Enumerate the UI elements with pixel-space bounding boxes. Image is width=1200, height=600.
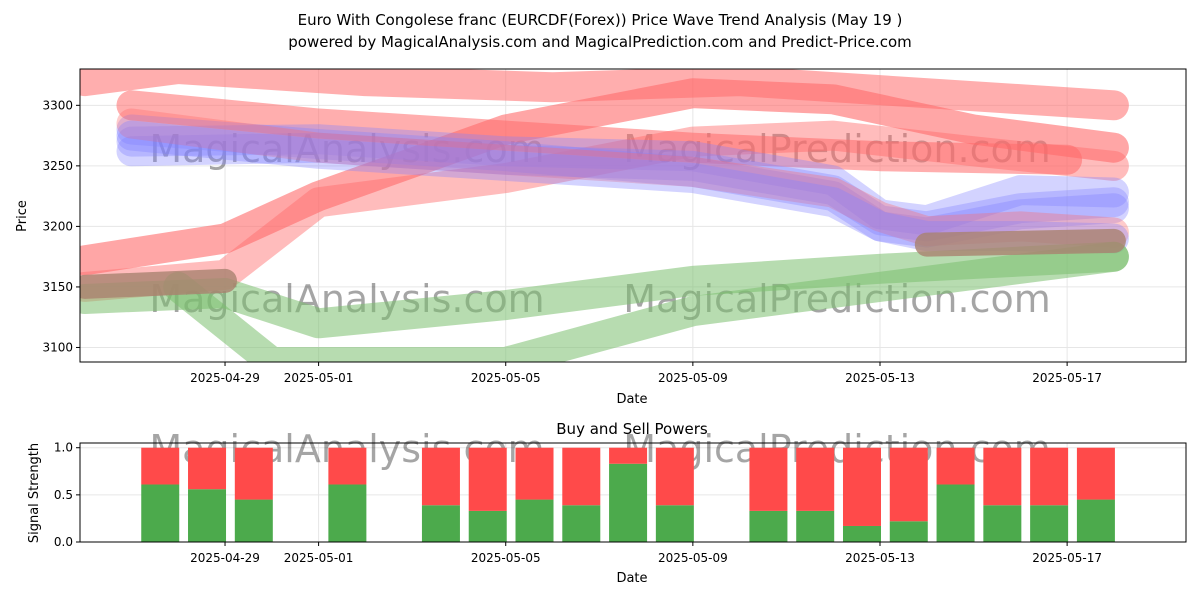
sell-bar: [936, 447, 975, 485]
sell-bar: [609, 447, 648, 464]
sell-bar: [141, 447, 180, 485]
sell-bar: [983, 447, 1022, 506]
sell-bar: [234, 447, 273, 500]
power-x-tick-label: 2025-05-05: [471, 551, 541, 565]
price-y-tick-label: 3200: [42, 219, 73, 233]
buy-bar: [936, 484, 975, 542]
price-y-tick-label: 3300: [42, 98, 73, 112]
sell-bar: [421, 447, 460, 506]
sell-bar: [655, 447, 694, 506]
sell-bar: [1076, 447, 1115, 500]
buy-bar: [188, 489, 227, 542]
wave-band-brown: [80, 268, 237, 299]
wave-band-green: [80, 241, 1129, 339]
buy-bar: [328, 484, 367, 542]
buy-bar: [983, 505, 1022, 542]
price-x-tick-label: 2025-05-05: [471, 371, 541, 385]
buy-bar: [749, 510, 788, 542]
wave-band-green: [163, 241, 1129, 362]
power-y-tick-label: 0.5: [54, 488, 73, 502]
power-x-ticks: 2025-04-29 2025-05-01 2025-05-05 2025-05-09…: [190, 542, 1102, 565]
price-plot-frame: [79, 68, 1187, 363]
power-x-tick-label: 2025-04-29: [190, 551, 260, 565]
power-x-tick-label: 2025-05-01: [284, 551, 354, 565]
wave-band-blue: [116, 124, 1129, 236]
chart-title-line1: Euro With Congolese franc (EURCDF(Forex)…: [297, 11, 903, 29]
buy-bar: [234, 499, 273, 542]
price-x-tick-label: 2025-05-17: [1032, 371, 1102, 385]
price-x-tick-label: 2025-05-01: [284, 371, 354, 385]
power-x-tick-label: 2025-05-09: [658, 551, 728, 565]
wave-band-blue: [116, 114, 1129, 248]
buy-bar: [515, 499, 554, 542]
buy-bar: [468, 510, 507, 542]
price-y-ticks: 3100 3150 3200 3250 3300: [42, 98, 80, 354]
buy-bar: [141, 484, 180, 542]
buy-bar: [421, 505, 460, 542]
sell-bar: [562, 447, 601, 506]
price-x-tick-label: 2025-05-13: [845, 371, 915, 385]
sell-bar: [328, 447, 367, 485]
buy-bar: [796, 510, 835, 542]
wave-band-red: [80, 120, 1129, 302]
power-x-axis-label: Date: [616, 571, 647, 586]
wave-band-red: [80, 78, 1129, 276]
power-x-tick-label: 2025-05-13: [845, 551, 915, 565]
sell-bar: [749, 447, 788, 511]
power-x-tick-label: 2025-05-17: [1032, 551, 1102, 565]
price-x-ticks: 2025-04-29 2025-05-01 2025-05-05 2025-05-09…: [190, 362, 1102, 385]
power-chart-title: Buy and Sell Powers: [556, 420, 708, 438]
sell-bar: [842, 447, 881, 526]
buy-bar: [889, 521, 928, 542]
price-y-tick-label: 3150: [42, 280, 73, 294]
wave-series: [80, 69, 1129, 362]
wave-band-red: [116, 108, 1129, 248]
power-y-ticks: 0.0 0.5 1.0: [54, 441, 80, 549]
power-y-axis-label: Signal Strength: [27, 443, 42, 543]
price-y-axis-label: Price: [15, 200, 30, 232]
buy-bar: [1030, 505, 1069, 542]
buy-bar: [609, 463, 648, 542]
sell-bar: [515, 447, 554, 500]
wave-band-brown: [914, 228, 1126, 257]
buy-bar: [842, 525, 881, 542]
wave-band-red: [80, 69, 1129, 121]
price-y-tick-label: 3250: [42, 159, 73, 173]
price-x-axis-label: Date: [616, 392, 647, 407]
buy-sell-plot: MagicalAnalysis.com MagicalPrediction.co…: [27, 420, 1187, 586]
price-wave-plot: MagicalAnalysis.com MagicalPrediction.co…: [15, 68, 1187, 407]
buy-bar: [1076, 499, 1115, 542]
power-plot-frame: [79, 442, 1187, 543]
price-x-tick-label: 2025-05-09: [658, 371, 728, 385]
power-bars: [141, 447, 1115, 542]
chart-title-line2: powered by MagicalAnalysis.com and Magic…: [288, 33, 912, 51]
price-x-tick-label: 2025-04-29: [190, 371, 260, 385]
price-y-tick-label: 3100: [42, 340, 73, 354]
wave-band-red: [116, 90, 1083, 175]
sell-bar: [889, 447, 928, 522]
sell-bar: [1030, 447, 1069, 506]
buy-bar: [655, 505, 694, 542]
sell-bar: [796, 447, 835, 511]
power-y-tick-label: 0.0: [54, 535, 73, 549]
power-y-tick-label: 1.0: [54, 441, 73, 455]
sell-bar: [468, 447, 507, 511]
sell-bar: [188, 447, 227, 490]
buy-bar: [562, 505, 601, 542]
wave-band-blue: [116, 132, 1129, 242]
watermark-prediction-bottom: MagicalPrediction.com: [623, 427, 1051, 471]
